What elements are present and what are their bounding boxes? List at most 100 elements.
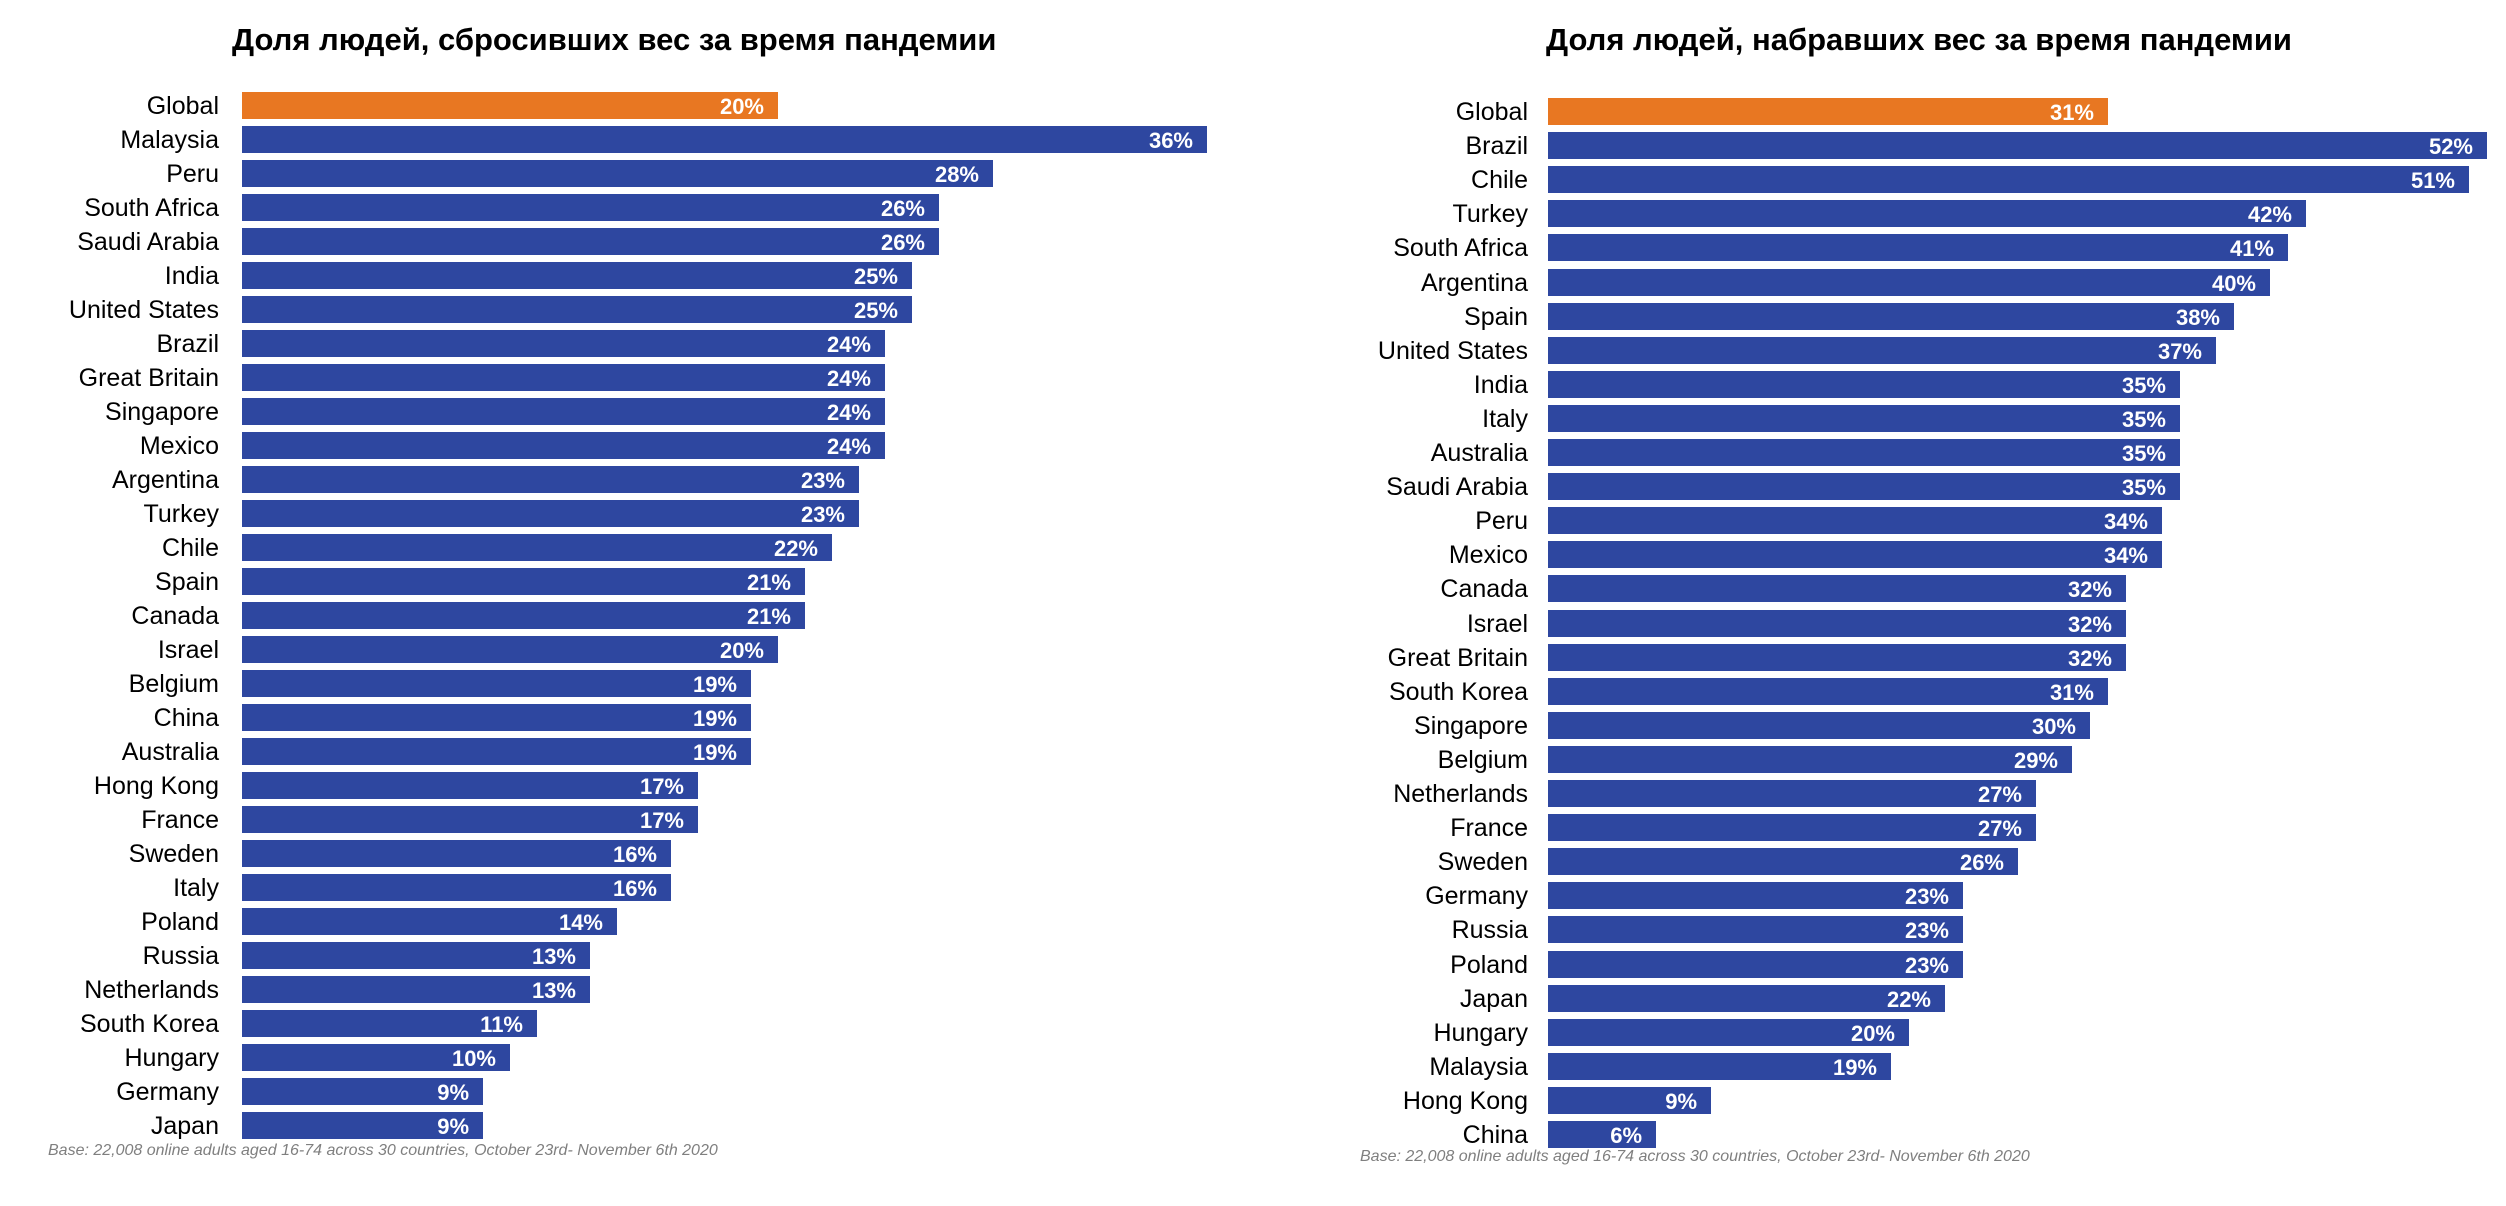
data-label: 6% bbox=[1610, 1123, 1642, 1148]
category-label: South Korea bbox=[80, 1010, 219, 1038]
data-label: 42% bbox=[2247, 202, 2292, 228]
category-label: Canada bbox=[131, 602, 219, 630]
bar bbox=[242, 704, 751, 731]
category-label: Saudi Arabia bbox=[77, 228, 219, 256]
bar bbox=[1548, 677, 2108, 705]
category-label: China bbox=[153, 704, 219, 732]
data-label: 23% bbox=[1904, 884, 1949, 910]
bar bbox=[1548, 780, 2036, 807]
data-label: 9% bbox=[437, 1114, 469, 1139]
bar bbox=[242, 466, 859, 493]
category-label: India bbox=[1473, 370, 1528, 399]
bar bbox=[1548, 268, 2270, 296]
right-chart-panel: Доля людей, набравших вес за время панде… bbox=[1320, 0, 2506, 1206]
data-label: 22% bbox=[1886, 986, 1931, 1012]
category-label: Global bbox=[146, 92, 219, 120]
category-label: Japan bbox=[1459, 984, 1528, 1013]
bar bbox=[242, 1010, 537, 1037]
category-label: Brazil bbox=[1465, 132, 1528, 161]
bar bbox=[1548, 848, 2018, 876]
bar bbox=[1548, 711, 2090, 739]
data-label: 34% bbox=[2103, 509, 2148, 535]
data-label: 23% bbox=[800, 502, 845, 527]
bar bbox=[1548, 541, 2162, 569]
category-label: South Africa bbox=[84, 194, 219, 222]
bar bbox=[242, 942, 590, 969]
data-label: 11% bbox=[480, 1012, 523, 1037]
bar bbox=[1548, 950, 1963, 978]
data-label: 29% bbox=[2013, 747, 2058, 773]
bar bbox=[242, 398, 885, 425]
data-label: 32% bbox=[2067, 577, 2112, 603]
bar bbox=[242, 840, 671, 867]
bar bbox=[242, 636, 778, 663]
category-label: Italy bbox=[1482, 404, 1528, 433]
chart-title: Доля людей, сбросивших вес за время панд… bbox=[232, 22, 997, 57]
category-label: Singapore bbox=[1414, 711, 1528, 740]
category-label: Hungary bbox=[1433, 1018, 1529, 1047]
category-label: France bbox=[1450, 814, 1528, 843]
data-label: 25% bbox=[853, 264, 898, 289]
data-label: 37% bbox=[2157, 338, 2202, 364]
bar-global bbox=[242, 92, 778, 119]
base-note: Base: 22,008 online adults aged 16-74 ac… bbox=[1360, 1148, 2030, 1165]
category-label: Mexico bbox=[139, 432, 219, 460]
bar bbox=[1548, 1086, 1711, 1114]
data-label: 40% bbox=[2211, 270, 2256, 296]
bar bbox=[1548, 200, 2306, 228]
bar bbox=[1548, 1052, 1891, 1080]
bar bbox=[242, 908, 617, 935]
data-label: 20% bbox=[719, 94, 764, 119]
bar bbox=[1548, 302, 2234, 330]
base-note: Base: 22,008 online adults aged 16-74 ac… bbox=[48, 1142, 718, 1159]
data-label: 17% bbox=[639, 774, 684, 799]
data-label: 31% bbox=[2049, 100, 2094, 125]
category-label: Sweden bbox=[128, 840, 219, 868]
category-label: Australia bbox=[121, 738, 219, 766]
bar bbox=[242, 772, 698, 799]
data-label: 28% bbox=[934, 162, 979, 187]
category-label: Italy bbox=[173, 874, 219, 902]
data-label: 32% bbox=[2067, 645, 2112, 671]
category-label: Russia bbox=[142, 942, 219, 970]
category-label: Hungary bbox=[124, 1044, 220, 1072]
data-label: 27% bbox=[1977, 816, 2022, 842]
data-label: 22% bbox=[773, 536, 818, 561]
bar bbox=[1548, 916, 1963, 944]
bar bbox=[242, 568, 805, 595]
category-label: Spain bbox=[1464, 302, 1528, 331]
bar bbox=[1548, 609, 2126, 637]
data-label: 24% bbox=[826, 400, 871, 425]
bar bbox=[242, 1044, 510, 1071]
bar bbox=[242, 364, 885, 391]
data-label: 17% bbox=[639, 808, 684, 833]
category-label: United States bbox=[1377, 336, 1528, 365]
data-label: 21% bbox=[746, 570, 791, 595]
category-label: United States bbox=[68, 296, 219, 324]
data-label: 41% bbox=[2229, 236, 2274, 262]
category-label: Canada bbox=[1440, 575, 1528, 604]
data-label: 35% bbox=[2121, 441, 2166, 466]
data-label: 20% bbox=[719, 638, 764, 663]
bar bbox=[242, 296, 912, 323]
category-label: Argentina bbox=[1420, 268, 1528, 297]
data-label: 16% bbox=[612, 842, 657, 867]
bar bbox=[242, 976, 590, 1003]
category-label: Belgium bbox=[1437, 745, 1528, 774]
bar bbox=[242, 228, 939, 255]
category-label: Netherlands bbox=[1393, 780, 1528, 808]
category-label: Peru bbox=[1475, 507, 1528, 536]
category-label: Chile bbox=[1471, 166, 1528, 195]
category-label: Turkey bbox=[143, 500, 219, 528]
bar bbox=[242, 874, 671, 901]
bar bbox=[242, 602, 805, 629]
category-label: Hong Kong bbox=[1402, 1086, 1528, 1115]
category-label: Great Britain bbox=[1387, 643, 1528, 672]
data-label: 51% bbox=[2410, 168, 2455, 194]
category-label: Chile bbox=[162, 534, 219, 562]
data-label: 24% bbox=[826, 332, 871, 357]
data-label: 31% bbox=[2049, 679, 2094, 705]
data-label: 34% bbox=[2103, 543, 2148, 569]
bar bbox=[1548, 336, 2216, 364]
data-label: 25% bbox=[853, 298, 898, 323]
